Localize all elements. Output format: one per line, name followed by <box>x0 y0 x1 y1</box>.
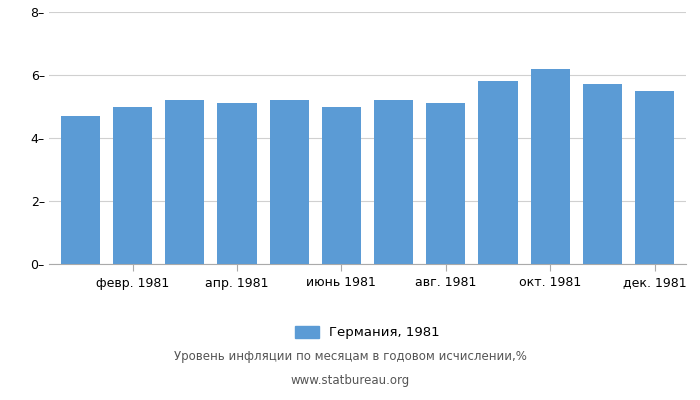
Bar <box>218 103 256 264</box>
Bar <box>113 106 152 264</box>
Bar <box>374 100 413 264</box>
Bar <box>322 106 361 264</box>
Bar <box>426 103 466 264</box>
Bar <box>61 116 100 264</box>
Text: www.statbureau.org: www.statbureau.org <box>290 374 410 387</box>
Bar <box>165 100 204 264</box>
Bar <box>583 84 622 264</box>
Bar <box>270 100 309 264</box>
Bar <box>635 91 674 264</box>
Bar <box>531 69 570 264</box>
Bar <box>479 81 517 264</box>
Text: Уровень инфляции по месяцам в годовом исчислении,%: Уровень инфляции по месяцам в годовом ис… <box>174 350 526 363</box>
Legend: Германия, 1981: Германия, 1981 <box>295 326 440 340</box>
